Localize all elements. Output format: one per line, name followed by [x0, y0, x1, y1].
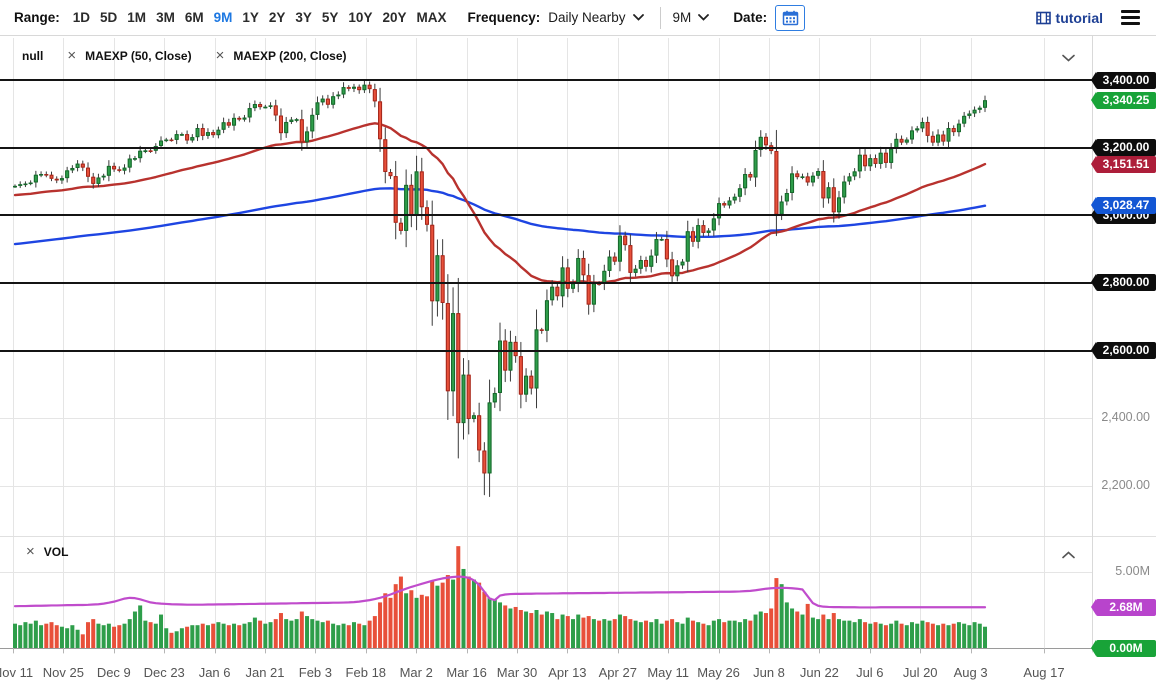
date-picker-button[interactable] [775, 4, 806, 31]
legend-item: null [22, 49, 43, 63]
x-axis-label: Jan 21 [245, 665, 285, 680]
price-badge: 3,151.51 [1091, 155, 1156, 173]
toolbar: Range: 1D 5D 1M 3M 6M 9M 1Y 2Y 3Y 5Y 10Y 20Y MAX Fre… [0, 0, 1156, 36]
x-axis-label: Aug 3 [953, 665, 988, 680]
toolbar-divider [659, 6, 661, 29]
range-option-3m[interactable]: 3M [156, 10, 175, 25]
chart-area: null × MAEXP (50, Close) × MAEXP (200, Close… [0, 36, 1156, 688]
range-option-2y[interactable]: 2Y [268, 10, 286, 25]
frequency-value: Daily Nearby [548, 10, 626, 25]
price-badge: 2,600.00 [1091, 342, 1156, 360]
x-axis-label: Dec 9 [96, 665, 131, 680]
legend-item-label: null [22, 48, 44, 63]
x-axis-label: Apr 27 [598, 665, 637, 680]
range-option-10y[interactable]: 10Y [348, 10, 373, 25]
remove-volume-study-icon[interactable]: × [26, 543, 35, 560]
tutorial-link[interactable]: tutorial [1035, 9, 1103, 26]
x-axis-label: Feb 3 [298, 665, 333, 680]
price-volume-chart-canvas[interactable] [0, 36, 1156, 688]
price-badge: 3,028.47 [1091, 197, 1156, 215]
x-axis-label: Jan 6 [198, 665, 231, 680]
film-icon [1035, 11, 1051, 24]
x-axis-label: Mar 16 [446, 665, 487, 680]
range-options: 1D 5D 1M 3M 6M 9M 1Y 2Y 3Y 5Y 10Y 20Y MAX [68, 10, 452, 25]
legend-item-label: MAEXP (200, Close) [233, 48, 347, 63]
x-axis-label: May 11 [647, 665, 690, 680]
range-option-1m[interactable]: 1M [127, 10, 147, 25]
toolbar-right: tutorial [1035, 8, 1156, 28]
frequency-label: Frequency: [467, 10, 541, 25]
x-axis-label: Dec 23 [143, 665, 185, 680]
range-option-9m[interactable]: 9M [213, 10, 233, 25]
range-option-1d[interactable]: 1D [72, 10, 91, 25]
legend-item-label: MAEXP (50, Close) [85, 48, 192, 63]
menu-bar [1121, 15, 1140, 20]
legend-item: × MAEXP (200, Close) [216, 48, 347, 63]
x-axis-label: Jun 22 [799, 665, 839, 680]
volume-badge: 2.68M [1091, 598, 1156, 616]
x-axis-label: Apr 13 [548, 665, 587, 680]
period-select[interactable]: 9M [673, 10, 710, 25]
remove-study-icon[interactable]: × [215, 47, 225, 64]
x-axis-label: Mar 2 [399, 665, 433, 680]
volume-legend: × VOL [26, 544, 68, 559]
axis-tick-label: 2,200.00 [1101, 477, 1150, 492]
range-label: Range: [14, 10, 60, 25]
x-axis-label: Jun 8 [753, 665, 785, 680]
date-label: Date: [733, 10, 768, 25]
x-axis-label: Mar 30 [496, 665, 538, 680]
axis-tick-label: 5.00M [1115, 564, 1150, 578]
price-badge: 3,200.00 [1091, 139, 1156, 157]
calendar-icon [782, 10, 798, 25]
menu-bar [1121, 9, 1140, 13]
x-axis-label: May 26 [697, 665, 740, 680]
range-option-3y[interactable]: 3Y [295, 10, 312, 25]
price-badge: 3,340.25 [1091, 91, 1156, 109]
chevron-down-icon [632, 14, 644, 21]
menu-button[interactable] [1119, 8, 1142, 28]
main-chart-legend: null × MAEXP (50, Close) × MAEXP (200, Close… [22, 48, 371, 63]
collapse-main-pane-icon[interactable] [1062, 49, 1076, 62]
remove-study-icon[interactable]: × [67, 47, 77, 64]
price-badge: 3,400.00 [1091, 71, 1156, 89]
x-axis-label: Nov 25 [42, 665, 84, 680]
volume-legend-label: VOL [43, 544, 69, 559]
x-axis-label: Jul 6 [856, 665, 884, 680]
range-option-max[interactable]: MAX [416, 10, 447, 25]
range-option-6m[interactable]: 6M [184, 10, 204, 25]
x-axis-label: Jul 20 [902, 665, 938, 680]
range-option-1y[interactable]: 1Y [242, 10, 259, 25]
chevron-down-icon [698, 14, 710, 21]
x-axis-label: Feb 18 [345, 665, 387, 680]
tutorial-label: tutorial [1055, 9, 1103, 26]
collapse-volume-pane-icon[interactable] [1062, 546, 1076, 559]
range-option-5y[interactable]: 5Y [321, 10, 339, 25]
price-badge: 2,800.00 [1091, 274, 1156, 292]
menu-bar [1121, 22, 1140, 26]
range-option-20y[interactable]: 20Y [382, 10, 407, 25]
frequency-select[interactable]: Daily Nearby [548, 10, 644, 25]
volume-badge: 0.00M [1091, 639, 1156, 657]
axis-tick-label: 2,400.00 [1101, 410, 1150, 425]
range-option-5d[interactable]: 5D [100, 10, 118, 25]
x-axis-label: Aug 17 [1023, 665, 1065, 680]
legend-item: × MAEXP (50, Close) [67, 48, 191, 63]
period-value: 9M [672, 10, 692, 25]
x-axis-label: Nov 11 [0, 665, 34, 680]
